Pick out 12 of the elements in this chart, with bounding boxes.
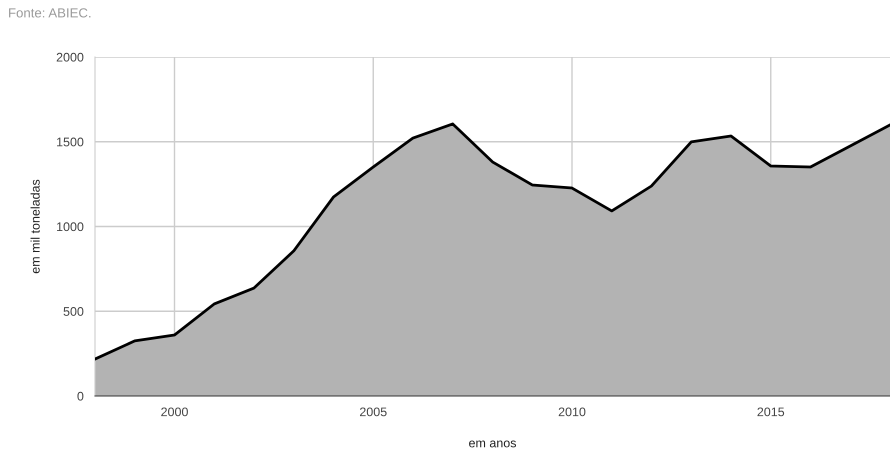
x-axis-title: em anos xyxy=(469,440,516,448)
x-tick-label: 2010 xyxy=(558,407,586,416)
y-tick-label: 1000 xyxy=(57,222,84,232)
source-note: Fonte: ABIEC. xyxy=(9,8,90,18)
y-tick-label: 0 xyxy=(77,392,84,401)
y-tick-label: 1500 xyxy=(57,138,84,146)
x-tick-label: 2000 xyxy=(161,407,188,416)
y-axis-title: em mil toneladas xyxy=(30,180,40,274)
x-tick-label: 2005 xyxy=(360,407,387,416)
y-tick-label: 500 xyxy=(64,307,84,316)
x-tick-label: 2015 xyxy=(757,407,784,416)
y-tick-label: 2000 xyxy=(56,52,84,62)
